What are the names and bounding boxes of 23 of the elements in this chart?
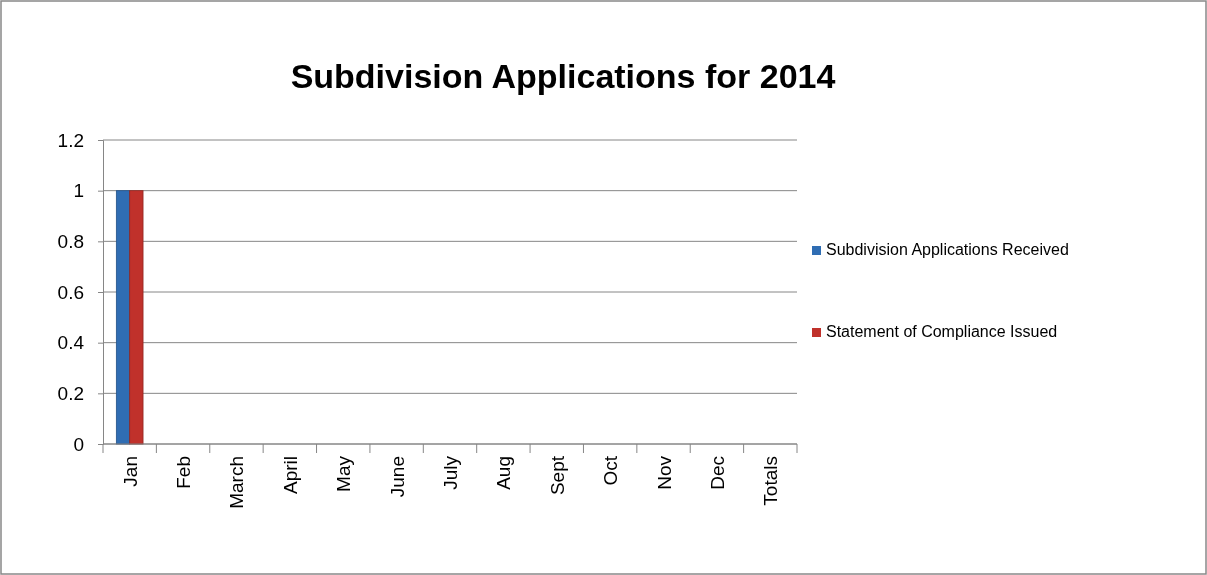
- x-tick-label: Feb: [173, 456, 195, 489]
- x-tick-label: July: [440, 455, 461, 490]
- x-tick-label: Totals: [760, 456, 782, 506]
- y-tick-label: 0.8: [57, 230, 84, 252]
- y-tick-label: 0.6: [57, 281, 84, 303]
- x-tick-label: Jan: [119, 456, 141, 487]
- y-tick-label: 0.4: [57, 332, 85, 354]
- x-tick-label: Nov: [653, 455, 675, 490]
- y-tick-label: 1: [73, 180, 84, 202]
- x-tick-label: Sept: [546, 455, 568, 496]
- y-tick-label: 0.2: [57, 382, 84, 404]
- y-tick-label: 1.2: [57, 129, 84, 151]
- x-tick-label: April: [279, 456, 301, 495]
- x-tick-label: Dec: [706, 456, 728, 490]
- x-tick-label: June: [386, 456, 408, 498]
- x-tick-label: Aug: [493, 456, 515, 490]
- y-tick-label: 0: [73, 433, 84, 455]
- x-tick-label: March: [226, 456, 248, 509]
- x-tick-label: Oct: [600, 455, 622, 486]
- legend-label: Statement of Compliance Issued: [826, 323, 1058, 340]
- legend-label: Subdivision Applications Received: [826, 241, 1069, 258]
- chart-title: Subdivision Applications for 2014: [290, 57, 836, 95]
- x-tick-label: May: [333, 455, 355, 492]
